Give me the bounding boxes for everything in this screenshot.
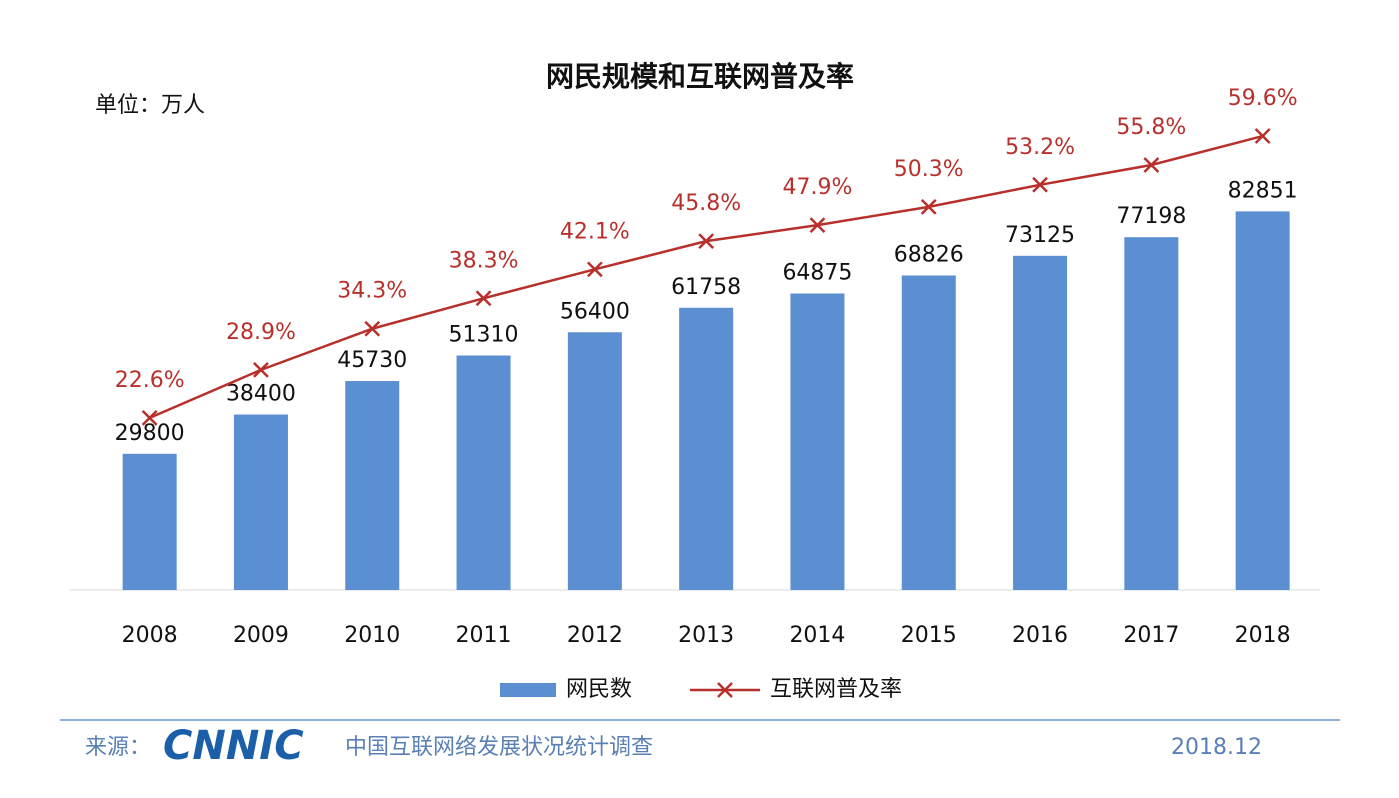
line-marker [475, 290, 492, 307]
bar [790, 293, 845, 590]
line-value-label: 53.2% [1005, 135, 1075, 160]
line-marker [364, 320, 381, 337]
x-tick-label: 2018 [1235, 623, 1291, 648]
legend-swatch-marker [717, 682, 733, 698]
bar-value-label: 77198 [1116, 204, 1186, 229]
line-marker [1143, 157, 1160, 173]
bar [679, 307, 734, 590]
bar [1235, 211, 1290, 591]
unit-note: 单位：万人 [95, 93, 205, 118]
bar [1013, 255, 1068, 590]
x-tick-label: 2013 [678, 623, 734, 648]
line-marker [141, 409, 158, 426]
line-value-label: 59.6% [1228, 86, 1298, 111]
line-marker [586, 261, 603, 278]
line-value-label: 22.6% [115, 368, 185, 393]
source-date: 2018.12 [1171, 735, 1262, 760]
source-logo: CNNIC [163, 723, 304, 769]
line-marker [809, 217, 826, 234]
bar-value-label: 29800 [115, 421, 185, 446]
line-marker [253, 361, 269, 378]
line-value-label: 38.3% [449, 248, 519, 273]
source-text: 中国互联网络发展状况统计调查 [345, 735, 653, 760]
line-marker [698, 233, 715, 250]
line-marker [1254, 128, 1271, 144]
bar [1124, 237, 1179, 590]
bar [567, 332, 622, 590]
legend-swatch [500, 683, 556, 697]
x-tick-label: 2009 [233, 623, 289, 648]
bar-value-label: 64875 [782, 261, 852, 286]
x-tick-label: 2016 [1012, 623, 1068, 648]
legend-label: 互联网普及率 [770, 677, 902, 702]
line-value-label: 42.1% [560, 219, 630, 244]
source-prefix: 来源： [85, 735, 151, 760]
bar [233, 414, 288, 590]
line-value-label: 55.8% [1116, 115, 1186, 140]
bar-value-label: 51310 [449, 323, 519, 348]
line-value-label: 45.8% [671, 191, 741, 216]
bar-value-label: 73125 [1005, 223, 1075, 248]
x-tick-label: 2008 [122, 623, 178, 648]
line-value-label: 47.9% [783, 175, 853, 200]
x-tick-label: 2010 [344, 623, 400, 648]
x-tick-label: 2012 [567, 623, 623, 648]
x-tick-label: 2015 [901, 623, 957, 648]
bar-value-label: 38400 [226, 382, 296, 407]
bar-value-label: 45730 [337, 348, 407, 373]
line-marker [1032, 176, 1048, 193]
legend-label: 网民数 [566, 677, 632, 702]
chart-title: 网民规模和互联网普及率 [546, 60, 854, 93]
bar [901, 275, 956, 590]
bar [345, 381, 400, 590]
bar [122, 453, 177, 590]
line-value-label: 50.3% [894, 157, 964, 182]
bar-value-label: 61758 [671, 275, 741, 300]
line-value-label: 28.9% [226, 320, 296, 345]
bar-value-label: 56400 [560, 299, 630, 324]
line-value-label: 34.3% [337, 279, 407, 304]
x-tick-label: 2017 [1123, 623, 1179, 648]
line-marker [920, 198, 937, 215]
x-tick-label: 2011 [456, 623, 512, 648]
bar-value-label: 68826 [894, 242, 964, 267]
bar-value-label: 82851 [1228, 178, 1298, 203]
bar [456, 355, 511, 590]
x-tick-label: 2014 [789, 623, 845, 648]
